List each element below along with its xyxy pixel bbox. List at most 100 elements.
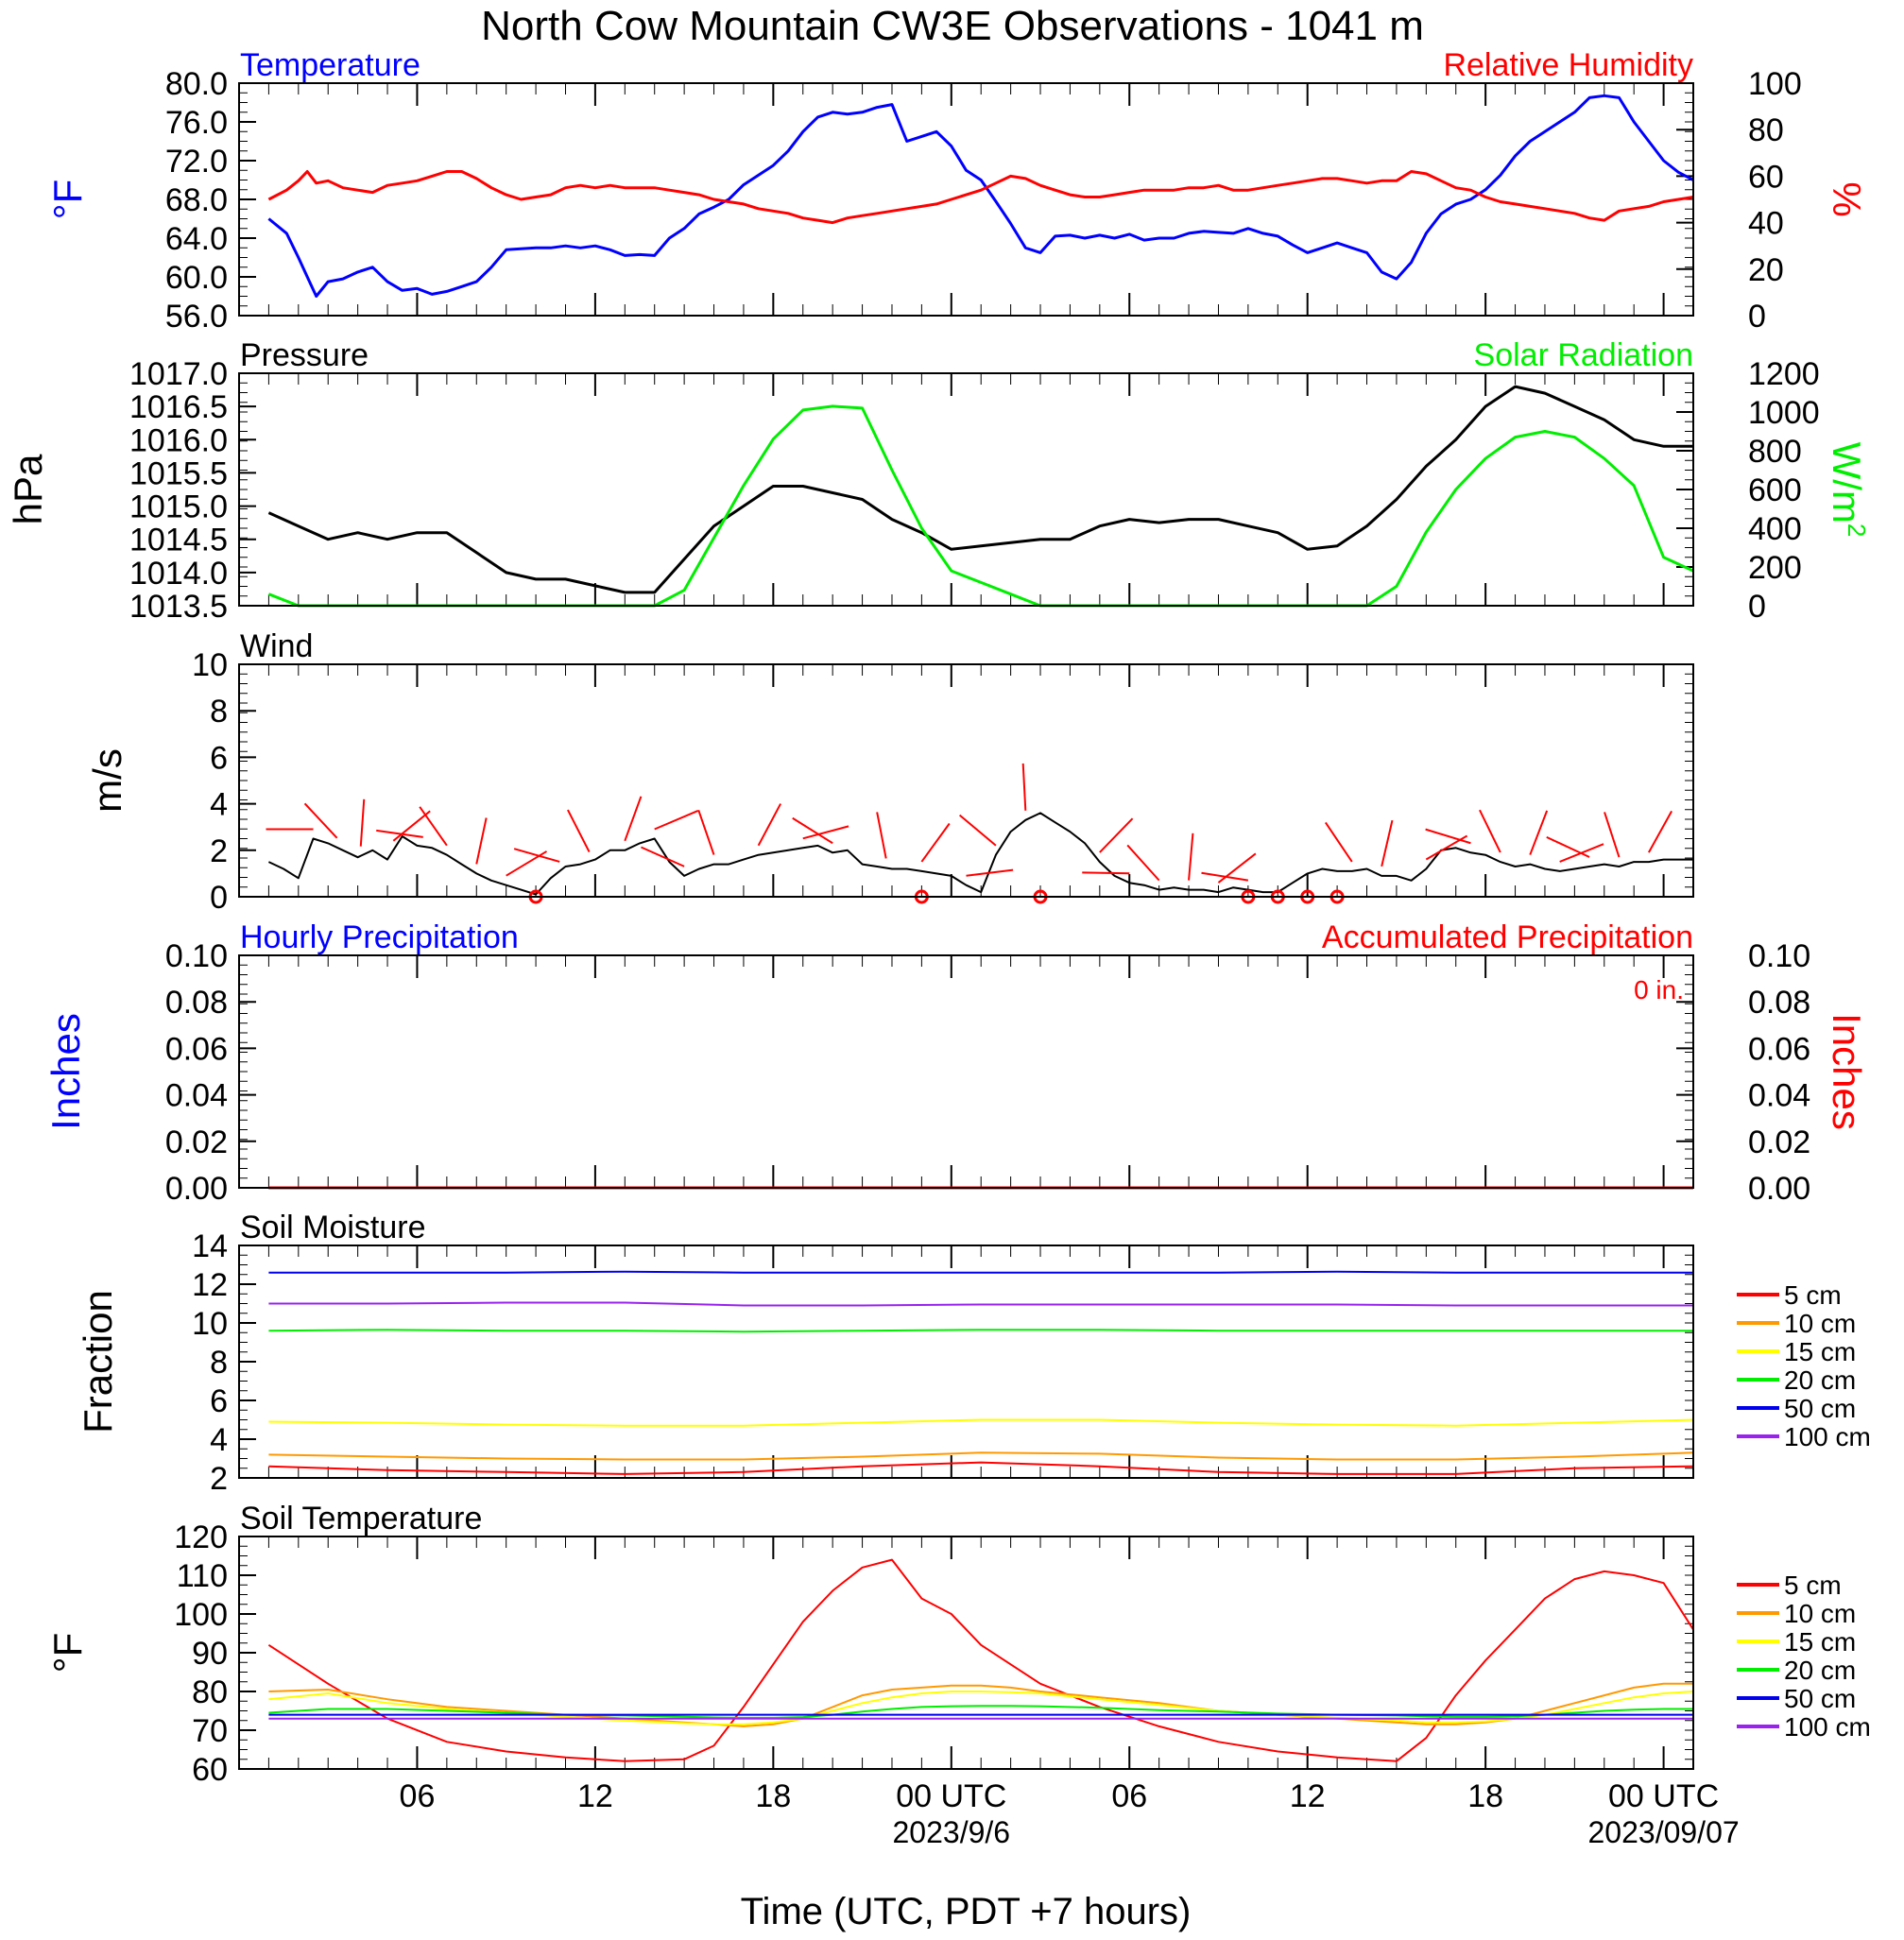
series-line-15-cm [268,1418,1694,1427]
wind-barb [697,809,715,855]
panel-title-left: Wind [240,628,313,664]
wind-barb [1126,844,1160,882]
y-left-tick-label: 80 [192,1674,228,1710]
legend-label: 10 cm [1784,1309,1856,1338]
legend-label: 50 cm [1784,1394,1856,1423]
y-left-tick-label: 64.0 [165,221,228,257]
y-left-tick-label: 10 [192,647,228,683]
panel-frame [238,1245,1694,1479]
x-axis-label: Time (UTC, PDT +7 hours) [741,1891,1192,1932]
panel-title-left: Temperature [240,47,420,83]
x-tick-label: 18 [1467,1778,1503,1814]
x-tick-label: 18 [755,1778,791,1814]
series-line-pressure [267,385,1693,594]
panel-title-right: Solar Radiation [1474,337,1693,373]
panel-temperature_rh: 56.060.064.068.072.076.080.0 0 20 40 60 80 100… [45,47,1869,335]
legend-label: 5 cm [1784,1571,1842,1600]
y-left-tick-label: 70 [192,1713,228,1749]
legend-label: 50 cm [1784,1684,1856,1713]
legend-label: 5 cm [1784,1280,1842,1310]
wind-barb [1082,871,1130,875]
panel-title-left: Soil Moisture [240,1210,426,1245]
panels: 56.060.064.068.072.076.080.0020406080100… [6,47,1871,1849]
y-right-tick-label: 0 [1748,589,1766,625]
y-left-tick-label: 0 [210,880,228,916]
wind-barb [1604,812,1621,858]
x-date-label: 2023/09/07 [1588,1815,1740,1849]
y-left-tick-label: 1015.5 [129,455,228,491]
y-left-tick-label: 0.06 [165,1031,228,1067]
y-left-axis-title: Inches [43,1013,88,1130]
series-line-wind-speed [267,812,1693,896]
y-left-tick-label: 1015.0 [129,489,228,525]
y-left-tick-label: 100 [174,1597,228,1633]
wind-barb [966,868,1014,877]
wind-barb [1201,871,1249,882]
y-right-tick-label: 40 [1748,206,1784,242]
y-right-tick-label: 0.04 [1748,1078,1810,1114]
y-right-axis-title: W/m2 [1825,442,1871,538]
y-right-axis-title: % [1825,181,1869,216]
panel-wind: 0 2 4 6 8 10 m/s Wind [85,628,1694,916]
y-left-tick-label: 2 [210,1461,228,1497]
y-left-tick-label: 56.0 [165,299,228,335]
wind-barb [1546,835,1590,858]
y-left-tick-label: 0.08 [165,985,228,1021]
wind-barb [1188,833,1194,881]
y-right-tick-label: 600 [1748,472,1802,508]
y-right-tick-label: 20 [1748,252,1784,288]
y-left-tick-label: 0.04 [165,1078,228,1114]
y-left-tick-label: 10 [192,1306,228,1342]
wind-barb [958,814,997,847]
y-right-tick-label: 200 [1748,550,1802,586]
wind-barb [802,825,849,840]
x-tick-label: 12 [1290,1778,1326,1814]
series-line-50-cm [268,1270,1693,1274]
wind-barb [1479,809,1501,853]
y-right-tick-label: 400 [1748,511,1802,547]
y-left-tick-label: 0.02 [165,1125,228,1160]
y-left-tick-label: 4 [210,787,228,823]
y-left-tick-label: 4 [210,1422,228,1458]
y-right-tick-label: 0.02 [1748,1125,1810,1160]
wind-barb [376,829,423,838]
panel-frame [238,82,1694,317]
wind-barb [792,816,833,845]
series-line-20-cm [268,1329,1693,1333]
y-left-tick-label: 0.10 [165,938,228,974]
wind-barb [1381,819,1394,867]
wind-barb [359,798,366,847]
y-left-tick-label: 1014.0 [129,556,228,592]
panel-frame [238,954,1694,1189]
y-right-tick-label: 100 [1748,66,1802,102]
x-date-label: 2023/9/6 [893,1815,1011,1849]
y-left-tick-label: 60.0 [165,260,228,296]
y-left-axis-title: °F [45,180,90,219]
legend-label: 20 cm [1784,1656,1856,1685]
series-line-temperature [267,94,1694,298]
wind-barb [1529,810,1549,855]
y-left-tick-label: 68.0 [165,182,228,218]
y-left-tick-label: 2 [210,833,228,869]
wind-barb [920,822,951,863]
wind-barb [1325,821,1353,863]
y-left-tick-label: 8 [210,694,228,730]
y-left-tick-label: 60 [192,1752,228,1788]
y-left-axis-title: °F [45,1633,90,1673]
x-tick-label: 00 UTC [896,1778,1006,1814]
y-right-tick-label: 0.00 [1748,1171,1810,1207]
series-line-100-cm [268,1301,1693,1307]
y-left-axis-title: m/s [85,748,129,813]
wind-barb [1425,828,1471,845]
legend-label: 15 cm [1784,1337,1856,1366]
wind-barb [1217,852,1257,884]
legend-label: 20 cm [1784,1365,1856,1395]
wind-barb [567,809,591,853]
series-line-5-cm [267,1558,1694,1762]
y-right-tick-label: 1200 [1748,356,1820,392]
panel-precipitation: 0.00 0.02 0.04 0.06 0.08 0.10 0.00 0.02 0.04 0.06… [43,919,1869,1207]
panel-title-right: Relative Humidity [1443,47,1693,83]
